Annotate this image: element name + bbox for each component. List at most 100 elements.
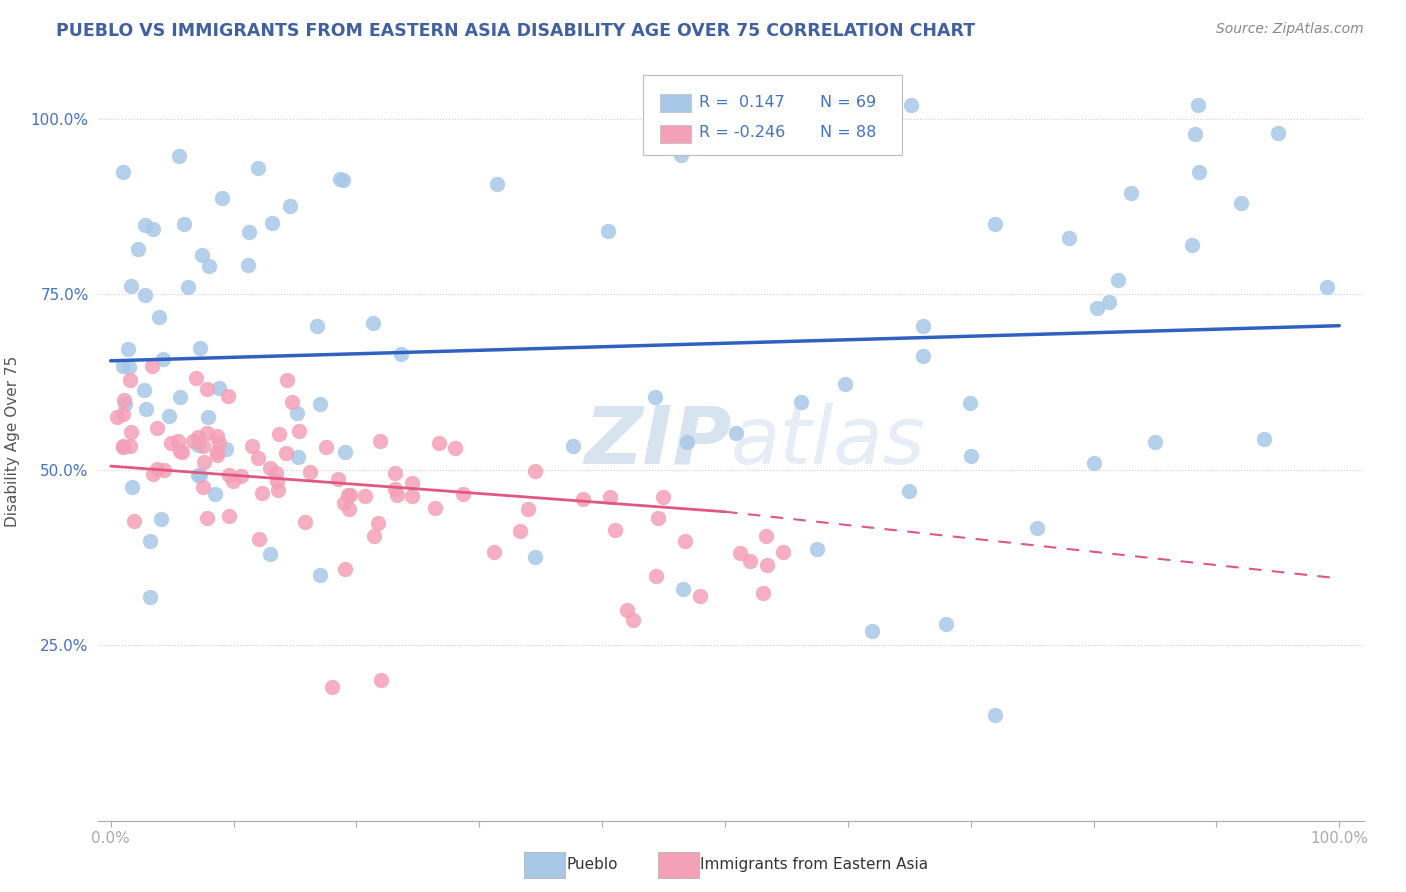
Point <box>1253 433 1275 447</box>
Text: N = 69: N = 69 <box>820 95 876 110</box>
Point <box>332 495 354 509</box>
Point <box>1119 186 1142 200</box>
Point <box>645 569 668 583</box>
Point <box>211 191 233 205</box>
Point <box>112 392 135 407</box>
Point <box>193 455 215 469</box>
Point <box>217 388 239 402</box>
Point <box>198 259 221 273</box>
Point <box>146 462 169 476</box>
Point <box>451 487 474 501</box>
Point <box>755 528 778 542</box>
Point <box>385 488 408 502</box>
Point <box>207 448 229 462</box>
Text: R = -0.246: R = -0.246 <box>699 126 786 140</box>
Point <box>176 280 198 294</box>
Point <box>111 439 134 453</box>
Point <box>361 317 384 331</box>
Point <box>247 450 270 465</box>
Point <box>281 395 304 409</box>
Point <box>141 359 163 374</box>
Point <box>264 466 287 480</box>
Point <box>1025 521 1047 535</box>
Point <box>834 377 856 392</box>
Point <box>240 439 263 453</box>
Point <box>238 225 260 239</box>
Point <box>142 467 165 481</box>
Point <box>169 391 191 405</box>
Point <box>675 435 697 450</box>
Point <box>599 490 621 504</box>
Point <box>118 373 141 387</box>
Point <box>367 516 389 531</box>
Point <box>299 465 322 479</box>
Point <box>120 425 142 439</box>
Point <box>328 472 350 486</box>
Point <box>208 436 231 450</box>
Point <box>150 512 173 526</box>
Point <box>111 165 134 179</box>
Point <box>134 288 156 302</box>
Point <box>900 97 922 112</box>
Point <box>169 444 191 458</box>
Point <box>191 248 214 262</box>
Point <box>134 218 156 232</box>
Point <box>790 395 813 409</box>
Point <box>984 217 1007 231</box>
Point <box>523 549 546 564</box>
Point <box>188 468 211 483</box>
Point <box>332 173 354 187</box>
Point <box>647 511 669 525</box>
Point <box>218 509 240 524</box>
Point <box>259 547 281 561</box>
Point <box>389 347 412 361</box>
Text: atlas: atlas <box>731 402 927 481</box>
Text: Pueblo: Pueblo <box>567 857 619 871</box>
Point <box>384 467 406 481</box>
Point <box>935 617 957 632</box>
Point <box>187 430 209 444</box>
Point <box>603 524 626 538</box>
FancyBboxPatch shape <box>643 75 903 155</box>
Point <box>772 545 794 559</box>
Point <box>912 349 935 363</box>
Point <box>335 561 357 575</box>
Point <box>260 216 283 230</box>
Point <box>138 534 160 549</box>
Point <box>167 149 190 163</box>
Point <box>751 585 773 599</box>
Point <box>596 224 619 238</box>
Text: Immigrants from Eastern Asia: Immigrants from Eastern Asia <box>700 857 928 871</box>
Point <box>689 589 711 603</box>
Point <box>167 434 190 448</box>
Point <box>724 426 747 441</box>
Y-axis label: Disability Age Over 75: Disability Age Over 75 <box>4 356 20 527</box>
Point <box>401 489 423 503</box>
Point <box>1057 231 1080 245</box>
Point <box>1267 126 1289 140</box>
Point <box>250 485 273 500</box>
Point <box>139 591 162 605</box>
Point <box>173 217 195 231</box>
Point <box>205 445 228 459</box>
Point <box>120 279 142 293</box>
Point <box>193 439 215 453</box>
Point <box>363 529 385 543</box>
Point <box>160 436 183 450</box>
Point <box>266 474 288 488</box>
Text: N = 88: N = 88 <box>820 126 876 140</box>
Point <box>1083 456 1105 470</box>
Point <box>135 402 157 417</box>
Point <box>197 410 219 425</box>
Point <box>728 546 751 560</box>
Point <box>145 421 167 435</box>
Point <box>337 502 360 516</box>
Point <box>112 407 135 421</box>
Point <box>274 446 297 460</box>
Point <box>485 177 508 191</box>
Point <box>1143 434 1166 449</box>
Point <box>236 258 259 272</box>
Point <box>121 480 143 494</box>
Point <box>247 533 270 547</box>
Point <box>673 533 696 548</box>
